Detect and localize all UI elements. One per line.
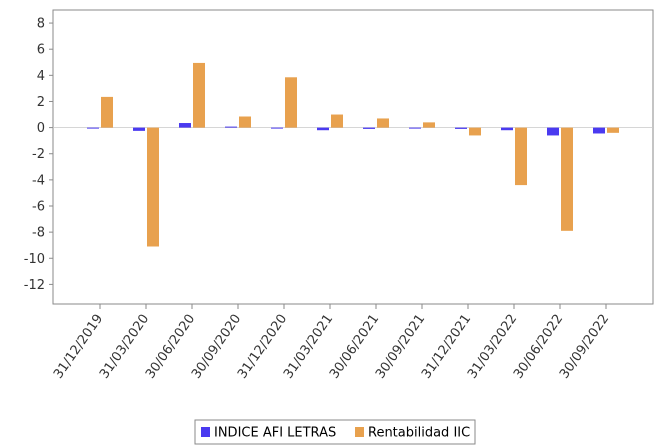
y-tick-label: -10 [24, 252, 45, 267]
bar-rentabilidad-iic [561, 127, 573, 231]
bar-rentabilidad-iic [285, 77, 297, 128]
y-tick-label: -6 [32, 200, 45, 215]
bar-rentabilidad-iic [331, 114, 343, 128]
legend-box [194, 419, 476, 445]
y-axis: 8 6 4 2 0 -2 -4 -6 -8 -10 -12 [24, 17, 53, 293]
bar-rentabilidad-iic [101, 96, 113, 128]
x-axis: 31/12/201931/03/202030/06/202030/09/2020… [51, 304, 612, 382]
y-tick-label: -2 [32, 147, 45, 162]
y-tick-label: -12 [24, 278, 45, 293]
bar-indice-afi-letras [271, 127, 283, 129]
y-tick-label: -4 [32, 173, 45, 188]
bar-indice-afi-letras [363, 127, 375, 129]
legend: INDICE AFI LETRAS Rentabilidad IIC [194, 419, 476, 445]
bar-indice-afi-letras [455, 127, 467, 129]
legend-label-rentabilidad-iic: Rentabilidad IIC [368, 426, 470, 441]
y-tick-label: 6 [37, 43, 45, 58]
y-tick-label: -8 [32, 226, 45, 241]
bar-rentabilidad-iic [193, 62, 205, 128]
legend-swatch-rentabilidad-iic [355, 427, 364, 437]
y-tick-label: 2 [37, 95, 45, 110]
bar-indice-afi-letras [87, 127, 99, 129]
plot-area [52, 9, 654, 305]
bar-indice-afi-letras [179, 123, 191, 128]
bar-rentabilidad-iic [515, 127, 527, 186]
bar-indice-afi-letras [501, 127, 513, 131]
bar-rentabilidad-iic [147, 127, 159, 247]
bar-rentabilidad-iic [377, 118, 389, 128]
bar-indice-afi-letras [409, 127, 421, 129]
bar-rentabilidad-iic [239, 116, 251, 128]
legend-label-indice-afi-letras: INDICE AFI LETRAS [214, 426, 336, 441]
x-tick-label: 30/09/2022 [557, 312, 612, 382]
y-tick-label: 0 [37, 121, 45, 136]
bar-indice-afi-letras [547, 127, 559, 136]
bar-indice-afi-letras [225, 126, 237, 128]
bar-rentabilidad-iic [469, 127, 481, 136]
y-tick-label: 4 [37, 69, 45, 84]
legend-swatch-indice-afi-letras [201, 427, 210, 437]
bar-indice-afi-letras [593, 127, 605, 134]
bar-rentabilidad-iic [423, 122, 435, 128]
y-tick-label: 8 [37, 17, 45, 32]
bar-rentabilidad-iic [607, 127, 619, 133]
bar-indice-afi-letras [317, 127, 329, 131]
bar-indice-afi-letras [133, 127, 145, 131]
